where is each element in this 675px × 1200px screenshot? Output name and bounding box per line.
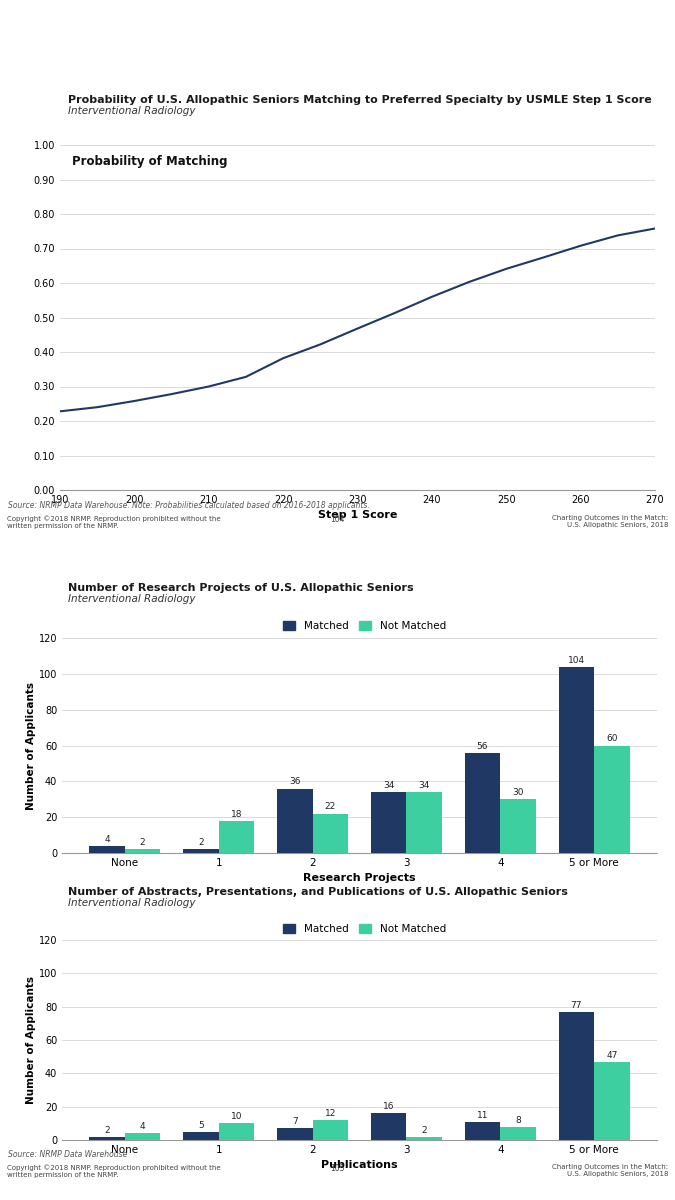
Y-axis label: Number of Applicants: Number of Applicants [26, 976, 36, 1104]
Text: Number of Research Projects of U.S. Allopathic Seniors: Number of Research Projects of U.S. Allo… [68, 583, 414, 593]
Text: Charting Outcomes in the Match:
U.S. Allopathic Seniors, 2018: Charting Outcomes in the Match: U.S. All… [552, 515, 668, 528]
Text: Chart
IR-6: Chart IR-6 [16, 884, 50, 907]
Bar [277, 788, 313, 853]
Bar [594, 1062, 630, 1140]
Bar [219, 821, 254, 853]
Bar [371, 1114, 406, 1140]
Bar [500, 1127, 536, 1140]
Text: 10: 10 [231, 1112, 242, 1121]
Text: 16: 16 [383, 1103, 394, 1111]
Text: Number of Abstracts, Presentations, and Publications of U.S. Allopathic Seniors: Number of Abstracts, Presentations, and … [68, 887, 568, 896]
Text: 4: 4 [140, 1122, 145, 1132]
Bar [371, 792, 406, 853]
Bar [89, 846, 125, 853]
Bar [183, 1132, 219, 1140]
Text: 5: 5 [198, 1121, 204, 1129]
Bar [559, 1012, 594, 1140]
Text: 22: 22 [325, 803, 336, 811]
X-axis label: Publications: Publications [321, 1160, 398, 1170]
Bar [559, 667, 594, 853]
Bar [464, 1122, 500, 1140]
Text: 30: 30 [512, 788, 524, 797]
Text: Copyright ©2018 NRMP. Reproduction prohibited without the
written permission of : Copyright ©2018 NRMP. Reproduction prohi… [7, 1164, 220, 1178]
Text: 104: 104 [330, 515, 345, 524]
Text: 7: 7 [292, 1117, 298, 1127]
Text: 47: 47 [606, 1051, 618, 1060]
Bar [89, 1136, 125, 1140]
Bar [464, 752, 500, 853]
Bar [594, 745, 630, 853]
Text: Charting Outcomes in the Match:
U.S. Allopathic Seniors, 2018: Charting Outcomes in the Match: U.S. All… [552, 1164, 668, 1177]
Text: 105: 105 [330, 1164, 345, 1174]
Bar [500, 799, 536, 853]
Text: 36: 36 [289, 778, 300, 786]
Text: Probability of Matching: Probability of Matching [72, 155, 227, 168]
Text: 4: 4 [104, 835, 110, 844]
Text: 2: 2 [104, 1126, 110, 1135]
X-axis label: Step 1 Score: Step 1 Score [318, 510, 397, 521]
Bar [219, 1123, 254, 1140]
Text: Interventional Radiology: Interventional Radiology [68, 106, 196, 115]
Text: 56: 56 [477, 742, 488, 750]
Text: Source: NRMP Data Warehouse. Note: Probabilities calculated based on 2016-2018 a: Source: NRMP Data Warehouse. Note: Proba… [8, 500, 370, 510]
Bar [406, 1136, 442, 1140]
Text: Graph
IR-2: Graph IR-2 [14, 92, 52, 115]
Bar [125, 1133, 161, 1140]
Text: 34: 34 [383, 781, 394, 790]
Bar [183, 850, 219, 853]
Text: 18: 18 [231, 810, 242, 818]
Text: 60: 60 [606, 734, 618, 743]
Text: 2: 2 [421, 1126, 427, 1135]
Bar [125, 850, 161, 853]
Text: 12: 12 [325, 1109, 336, 1118]
Text: Copyright ©2018 NRMP. Reproduction prohibited without the
written permission of : Copyright ©2018 NRMP. Reproduction prohi… [7, 515, 220, 529]
Text: 34: 34 [418, 781, 430, 790]
Text: Interventional Radiology: Interventional Radiology [68, 594, 196, 604]
Text: nrmp.org: nrmp.org [296, 10, 379, 28]
Bar [313, 814, 348, 853]
Bar [406, 792, 442, 853]
Text: 77: 77 [570, 1001, 582, 1009]
Text: Interventional Radiology: Interventional Radiology [68, 898, 196, 907]
Bar [277, 1128, 313, 1140]
Text: Probability of U.S. Allopathic Seniors Matching to Preferred Specialty by USMLE : Probability of U.S. Allopathic Seniors M… [68, 95, 652, 104]
Text: 8: 8 [515, 1116, 521, 1124]
Text: 11: 11 [477, 1111, 488, 1120]
Y-axis label: Number of Applicants: Number of Applicants [26, 682, 36, 810]
Text: Chart
IR-5: Chart IR-5 [16, 581, 50, 604]
Legend: Matched, Not Matched: Matched, Not Matched [279, 920, 450, 938]
Bar [313, 1120, 348, 1140]
Text: Source: NRMP Data Warehouse: Source: NRMP Data Warehouse [8, 1150, 128, 1159]
Legend: Matched, Not Matched: Matched, Not Matched [279, 617, 450, 635]
Text: 2: 2 [140, 839, 145, 847]
Text: 2: 2 [198, 839, 204, 847]
X-axis label: Research Projects: Research Projects [303, 874, 416, 883]
Text: 104: 104 [568, 655, 585, 665]
